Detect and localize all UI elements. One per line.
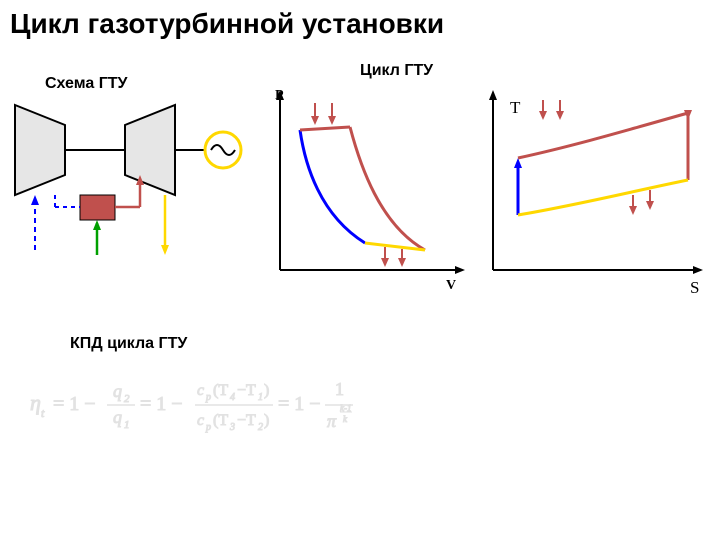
svg-text:k-1: k-1 [340,403,352,413]
ts-curve-bottom [518,180,688,215]
gtu-schematic [5,95,255,265]
svg-text:c: c [197,412,204,429]
ts-arrow4-head [646,201,654,210]
svg-text:): ) [264,412,269,429]
svg-text:p: p [205,392,211,403]
exhaust-arrow [161,245,169,255]
svg-text:2: 2 [258,422,263,433]
pv-arrow2-head [328,116,336,125]
svg-text:(T: (T [213,412,228,429]
turbine-shape [125,105,175,195]
pv-label-p: Р [275,88,284,104]
ts-x-arrowhead [693,266,703,274]
svg-text:q: q [113,381,122,401]
svg-text:q: q [113,407,122,427]
svg-text:k: k [343,414,348,424]
svg-text:1: 1 [335,379,344,399]
ts-label-s: S [690,278,699,298]
svg-text:1: 1 [258,392,263,403]
ts-arrow1-head [539,111,547,120]
generator-sine [211,145,235,155]
svg-text:3: 3 [229,422,235,433]
pv-curve-top [300,127,350,130]
svg-text:(T: (T [213,382,228,399]
svg-text:): ) [264,382,269,399]
ts-y-arrowhead [489,90,497,100]
pv-x-arrowhead [455,266,465,274]
subtitle-schematic: Схема ГТУ [45,75,128,93]
pv-arrow1-head [311,116,319,125]
pv-label-v: V [446,278,456,294]
air-inlet-arrow [31,195,39,205]
svg-text:1: 1 [124,419,130,431]
svg-text:−T: −T [237,412,256,429]
compressor-shape [15,105,65,195]
svg-text:2: 2 [124,393,130,405]
subtitle-cycle: Цикл ГТУ [360,62,433,80]
svg-text:= 1 −: = 1 − [53,393,96,415]
svg-text:η: η [30,390,41,415]
svg-text:t: t [41,406,45,420]
combustor-box [80,195,115,220]
pv-chart [260,85,475,295]
pv-arrow4-head [398,258,406,267]
svg-text:c: c [197,382,204,399]
svg-text:= 1 −: = 1 − [140,393,183,415]
efficiency-equation: η t = 1 − q2 q1 = 1 − cp (T4 −T1) cp (T3… [25,365,355,450]
pv-arrow3-head [381,258,389,267]
pv-curve-right [350,127,425,250]
svg-text:4: 4 [230,392,235,403]
ts-arrow3-head [629,206,637,215]
ts-arrow2-head [556,111,564,120]
ts-curve-top [518,113,688,158]
fuel-arrow [93,220,101,230]
subtitle-kpd: КПД цикла ГТУ [70,335,187,353]
svg-text:−T: −T [237,382,256,399]
svg-text:π: π [327,411,337,431]
ts-left-arrow [514,158,522,168]
svg-text:= 1 −: = 1 − [278,393,321,415]
svg-text:p: p [205,422,211,433]
page-title: Цикл газотурбинной установки [10,8,444,40]
ts-label-t: Т [510,98,520,118]
